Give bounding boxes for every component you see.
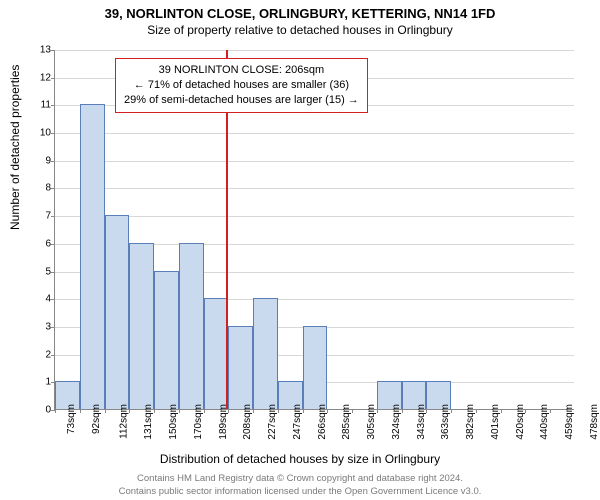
y-tick-mark <box>51 78 55 79</box>
x-tick-label: 305sqm <box>366 404 377 440</box>
x-tick-mark <box>228 409 229 413</box>
x-tick-mark <box>204 409 205 413</box>
gridline <box>55 188 574 189</box>
annotation-box: 39 NORLINTON CLOSE: 206sqm← 71% of detac… <box>115 58 368 113</box>
x-tick-mark <box>501 409 502 413</box>
histogram-bar <box>129 243 154 409</box>
x-tick-label: 382sqm <box>465 404 476 440</box>
y-tick-label: 1 <box>27 377 51 388</box>
y-tick-label: 3 <box>27 321 51 332</box>
x-tick-mark <box>55 409 56 413</box>
y-tick-mark <box>51 50 55 51</box>
x-tick-label: 478sqm <box>589 404 600 440</box>
chart-title-main: 39, NORLINTON CLOSE, ORLINGBURY, KETTERI… <box>0 6 600 21</box>
y-tick-mark <box>51 299 55 300</box>
y-axis-label: Number of detached properties <box>8 65 22 230</box>
chart-area: 01234567891011121373sqm92sqm112sqm131sqm… <box>54 50 574 410</box>
histogram-bar <box>204 298 229 409</box>
x-tick-mark <box>105 409 106 413</box>
y-tick-label: 6 <box>27 238 51 249</box>
y-tick-mark <box>51 133 55 134</box>
x-tick-mark <box>278 409 279 413</box>
y-tick-label: 0 <box>27 405 51 416</box>
x-tick-mark <box>327 409 328 413</box>
x-tick-mark <box>377 409 378 413</box>
footer-line2: Contains public sector information licen… <box>0 486 600 498</box>
x-tick-label: 363sqm <box>440 404 451 440</box>
y-tick-mark <box>51 244 55 245</box>
y-tick-label: 9 <box>27 155 51 166</box>
x-tick-label: 227sqm <box>267 404 278 440</box>
y-tick-mark <box>51 105 55 106</box>
y-tick-label: 7 <box>27 211 51 222</box>
gridline <box>55 50 574 51</box>
plot-region: 01234567891011121373sqm92sqm112sqm131sqm… <box>54 50 574 410</box>
gridline <box>55 133 574 134</box>
x-tick-mark <box>253 409 254 413</box>
y-tick-label: 12 <box>27 72 51 83</box>
y-tick-label: 8 <box>27 183 51 194</box>
y-tick-label: 5 <box>27 266 51 277</box>
x-tick-mark <box>303 409 304 413</box>
y-tick-label: 4 <box>27 294 51 305</box>
x-tick-label: 459sqm <box>564 404 575 440</box>
y-tick-label: 10 <box>27 128 51 139</box>
x-tick-mark <box>476 409 477 413</box>
annotation-line: ← 71% of detached houses are smaller (36… <box>124 78 359 93</box>
y-tick-mark <box>51 327 55 328</box>
x-tick-mark <box>402 409 403 413</box>
histogram-bar <box>154 271 179 409</box>
histogram-bar <box>228 326 253 409</box>
x-tick-mark <box>525 409 526 413</box>
x-tick-label: 247sqm <box>292 404 303 440</box>
y-tick-mark <box>51 188 55 189</box>
x-tick-label: 73sqm <box>66 404 77 434</box>
gridline <box>55 161 574 162</box>
x-tick-label: 324sqm <box>391 404 402 440</box>
x-tick-label: 343sqm <box>415 404 426 440</box>
x-tick-mark <box>426 409 427 413</box>
x-tick-label: 112sqm <box>118 404 129 439</box>
x-tick-mark <box>129 409 130 413</box>
x-tick-label: 189sqm <box>217 404 228 440</box>
annotation-line: 29% of semi-detached houses are larger (… <box>124 93 359 108</box>
chart-title-sub: Size of property relative to detached ho… <box>0 23 600 37</box>
y-tick-label: 13 <box>27 45 51 56</box>
footer-line1: Contains HM Land Registry data © Crown c… <box>0 473 600 485</box>
y-tick-mark <box>51 355 55 356</box>
x-tick-label: 208sqm <box>242 404 253 440</box>
annotation-line: 39 NORLINTON CLOSE: 206sqm <box>124 63 359 78</box>
x-tick-label: 92sqm <box>91 404 102 434</box>
y-tick-mark <box>51 161 55 162</box>
gridline <box>55 216 574 217</box>
histogram-bar <box>80 104 105 409</box>
histogram-bar <box>179 243 204 409</box>
x-tick-label: 285sqm <box>341 404 352 440</box>
y-tick-mark <box>51 272 55 273</box>
x-tick-mark <box>154 409 155 413</box>
histogram-bar <box>303 326 328 409</box>
x-tick-mark <box>550 409 551 413</box>
x-tick-label: 266sqm <box>316 404 327 440</box>
x-tick-label: 440sqm <box>539 404 550 440</box>
x-axis-label: Distribution of detached houses by size … <box>0 452 600 466</box>
x-tick-label: 401sqm <box>490 404 501 440</box>
x-tick-mark <box>80 409 81 413</box>
x-tick-label: 131sqm <box>143 404 154 440</box>
histogram-bar <box>253 298 278 409</box>
histogram-bar <box>105 215 130 409</box>
x-tick-label: 420sqm <box>514 404 525 440</box>
y-tick-label: 11 <box>27 100 51 111</box>
y-tick-mark <box>51 216 55 217</box>
y-tick-label: 2 <box>27 349 51 360</box>
x-tick-label: 170sqm <box>193 404 204 440</box>
x-tick-mark <box>451 409 452 413</box>
x-tick-mark <box>179 409 180 413</box>
footer-attribution: Contains HM Land Registry data © Crown c… <box>0 473 600 498</box>
x-tick-mark <box>352 409 353 413</box>
x-tick-label: 150sqm <box>168 404 179 440</box>
